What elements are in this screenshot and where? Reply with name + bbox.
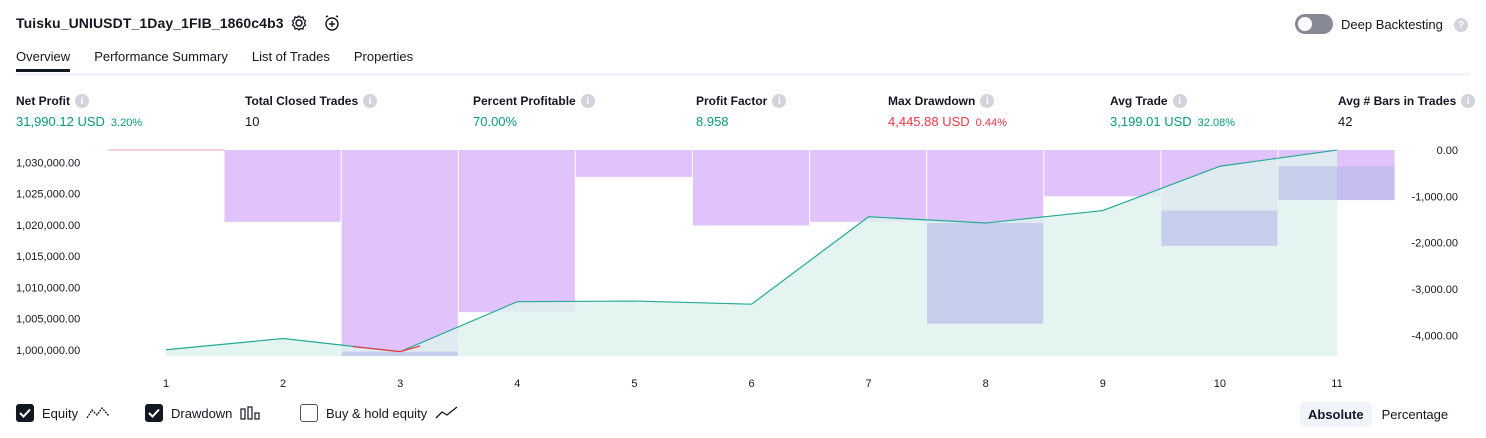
metric-label: Avg Trade [1110,94,1168,108]
drawdown-bar [341,150,458,356]
right-axis-tick: -4,000.00 [1412,330,1458,342]
equity-label: Equity [42,405,79,421]
x-axis-tick: 8 [983,378,989,390]
drawdown-bar [458,150,575,313]
drawdown-bar [575,150,692,177]
x-axis-tick: 2 [280,378,286,390]
equity-toggle[interactable]: Equity [16,404,110,422]
help-icon[interactable]: ? [1454,18,1468,32]
toggle-knob [1298,17,1312,31]
x-axis-tick: 9 [1100,378,1106,390]
buy-hold-label: Buy & hold equity [326,405,428,421]
metric-label: Avg # Bars in Trades [1338,94,1457,108]
metric-value: 70.00% [473,114,518,129]
metric-profit-factor: Profit Factor i 8.958 [696,94,787,129]
left-axis-tick: 1,030,000.00 [16,157,80,169]
left-axis-tick: 1,025,000.00 [16,189,80,201]
x-axis-tick: 4 [514,378,520,390]
strategy-title: Tuisku_UNIUSDT_1Day_1FIB_1860c4b3 [16,15,284,31]
drawdown-bar [692,150,810,226]
drawdown-overlap [927,223,1044,324]
info-icon[interactable]: i [1461,94,1476,108]
metric-net-profit: Net Profit i 31,990.12 USD 3.20% [16,94,142,129]
right-axis-tick: -2,000.00 [1412,238,1458,250]
tab-list-of-trades[interactable]: List of Trades [251,49,330,64]
drawdown-bars-icon [240,406,261,420]
percentage-button[interactable]: Percentage [1381,407,1449,422]
drawdown-label: Drawdown [171,405,233,421]
left-axis-tick: 1,005,000.00 [16,314,80,326]
x-axis-tick: 1 [163,378,169,390]
metric-value: 3,199.01 USD [1110,114,1192,129]
deep-backtesting-label: Deep Backtesting [1341,17,1443,32]
metric-avg-trade: Avg Trade i 3,199.01 USD 32.08% [1110,94,1235,129]
tab-overview[interactable]: Overview [16,49,71,72]
info-icon[interactable]: i [580,94,595,108]
x-axis-tick: 3 [397,378,403,390]
x-axis-tick: 7 [866,378,872,390]
metric-avg-bars-in-trades: Avg # Bars in Trades i 42 [1338,94,1476,129]
drawdown-bar [1044,150,1161,197]
metric-label: Total Closed Trades [245,94,359,108]
equity-area [166,150,1337,356]
gear-icon[interactable] [288,12,310,34]
metric-label: Net Profit [16,94,70,108]
equity-drawdown-chart: 1,000,000.00 1,005,000.00 1,010,000.00 1,01… [16,145,1458,390]
x-axis-tick: 6 [748,378,754,390]
metric-label: Percent Profitable [473,94,576,108]
info-icon[interactable]: i [772,94,787,108]
metric-percent-profitable: Percent Profitable i 70.00% [473,94,595,129]
metric-label: Max Drawdown [888,94,976,108]
alarm-clock-plus-icon[interactable] [321,12,343,34]
metric-value: 8.958 [696,114,729,129]
right-axis-tick: -3,000.00 [1412,284,1458,296]
metric-total-closed-trades: Total Closed Trades i 10 [245,94,378,129]
x-axis-tick: 5 [631,378,637,390]
view-mode-switch: Absolute Percentage [1300,402,1456,427]
drawdown-overlap [1278,166,1395,201]
metric-value: 31,990.12 USD [16,114,105,129]
left-axis-tick: 1,010,000.00 [16,282,80,294]
drawdown-bar [810,150,927,222]
drawdown-checkbox[interactable] [145,404,163,422]
absolute-button[interactable]: Absolute [1300,402,1372,427]
right-axis-tick: -1,000.00 [1412,191,1458,203]
info-icon[interactable]: i [980,94,995,108]
left-axis-tick: 1,020,000.00 [16,220,80,232]
equity-checkbox[interactable] [16,404,34,422]
tab-bar: Overview Performance Summary List of Tra… [16,49,413,72]
x-axis-tick: 10 [1214,378,1226,390]
deep-backtesting-toggle[interactable] [1295,14,1333,34]
left-axis-tick: 1,015,000.00 [16,251,80,263]
metric-percent: 32.08% [1197,117,1235,129]
drawdown-overlap [341,351,458,356]
drawdown-overlap [1161,210,1278,246]
info-icon[interactable]: i [75,94,89,108]
buy-hold-toggle[interactable]: Buy & hold equity [300,404,459,422]
right-axis-tick: 0.00 [1437,145,1458,157]
tab-divider [16,73,1470,76]
metric-percent: 0.44% [975,117,1007,129]
info-icon[interactable]: i [363,94,378,108]
metric-percent: 3.20% [110,117,143,129]
equity-line-negative [353,345,421,353]
left-axis-tick: 1,000,000.00 [16,345,80,357]
metric-label: Profit Factor [696,94,768,108]
buy-hold-checkbox[interactable] [300,404,318,422]
x-axis-tick: 11 [1331,378,1342,390]
tab-performance-summary[interactable]: Performance Summary [94,49,228,64]
trend-line-icon [435,406,458,419]
metric-value: 10 [245,114,260,129]
metric-max-drawdown: Max Drawdown i 4,445.88 USD 0.44% [888,94,1007,129]
metric-value: 4,445.88 USD [888,114,970,129]
drawdown-bar [224,150,341,222]
tab-properties[interactable]: Properties [353,49,414,64]
drawdown-toggle[interactable]: Drawdown [145,404,262,422]
info-icon[interactable]: i [1172,94,1187,108]
metric-value: 42 [1338,114,1353,129]
equity-line-icon [86,406,110,419]
